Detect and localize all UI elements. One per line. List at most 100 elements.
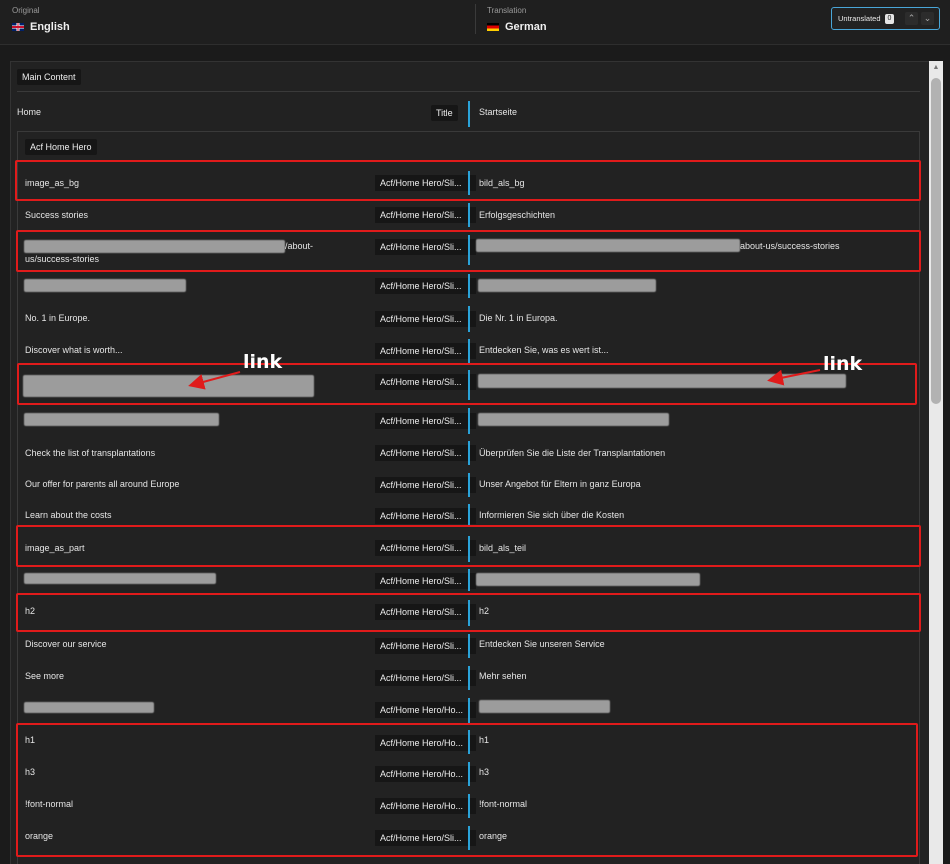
redacted-target[interactable] (476, 573, 700, 586)
row-divider-bar (468, 569, 470, 591)
vertical-scrollbar[interactable]: ▲ (929, 61, 943, 864)
row-divider-bar (468, 504, 470, 526)
untranslated-count-badge: 0 (884, 13, 895, 24)
string-row[interactable]: orange Acf/Home Hero/Sli... orange (17, 823, 920, 855)
untranslated-label: Untranslated (838, 14, 881, 23)
string-row[interactable]: No. 1 in Europe. Acf/Home Hero/Sli... Di… (17, 302, 920, 334)
string-row[interactable]: Success stories Acf/Home Hero/Sli... Erf… (17, 199, 920, 231)
source-text: !font-normal (25, 799, 74, 809)
string-row[interactable]: See more Acf/Home Hero/Sli... Mehr sehen (17, 662, 920, 694)
translation-panel (10, 61, 930, 864)
redacted-target[interactable] (478, 374, 846, 388)
string-row[interactable]: Acf/Home Hero/Sli... (17, 404, 920, 436)
link-annotation-left: link (243, 351, 283, 373)
row-divider-bar (468, 203, 470, 227)
target-text[interactable]: h2 (479, 606, 490, 616)
redacted-source (24, 702, 154, 713)
field-type-badge: Title (431, 105, 458, 121)
target-text[interactable]: Erfolgsgeschichten (479, 210, 556, 220)
row-divider-bar (468, 600, 470, 626)
string-row[interactable]: /about- us/success-stories Acf/Home Hero… (17, 233, 920, 269)
row-divider-bar (468, 826, 470, 850)
source-text: Check the list of transplantations (25, 448, 156, 458)
string-row[interactable]: Discover what is worth... Acf/Home Hero/… (17, 335, 920, 367)
string-row[interactable]: Discover our service Acf/Home Hero/Sli..… (17, 630, 920, 662)
target-text[interactable]: Überprüfen Sie die Liste der Transplanta… (479, 448, 666, 458)
target-text[interactable]: Entdecken Sie unseren Service (479, 639, 605, 649)
string-row[interactable]: h3 Acf/Home Hero/Ho... h3 (17, 759, 920, 791)
row-divider-bar (468, 634, 470, 658)
home-target-text[interactable]: Startseite (479, 107, 518, 117)
string-row[interactable]: Our offer for parents all around Europe … (17, 469, 920, 501)
row-divider-bar (468, 762, 470, 786)
field-key-badge: Acf/Home Hero/Sli... (375, 638, 476, 654)
string-row[interactable]: h1 Acf/Home Hero/Ho... h1 (17, 727, 920, 759)
redacted-target[interactable] (478, 279, 656, 292)
source-text: h2 (25, 606, 36, 616)
row-divider-bar (468, 101, 470, 127)
redacted-source (24, 413, 219, 426)
field-key-badge: Acf/Home Hero/Ho... (375, 798, 476, 814)
section-divider (17, 91, 920, 92)
target-text[interactable]: !font-normal (479, 799, 528, 809)
string-row[interactable]: Acf/Home Hero/Sli... (17, 366, 920, 402)
string-row[interactable]: Acf/Home Hero/Ho... (17, 694, 920, 726)
source-text: h1 (25, 735, 36, 745)
home-title-row[interactable]: Home Title Startseite (17, 100, 920, 127)
redacted-target[interactable] (478, 413, 669, 426)
translation-caption: Translation (487, 6, 527, 15)
field-key-badge: Acf/Home Hero/Ho... (375, 766, 476, 782)
string-row[interactable]: image_as_part Acf/Home Hero/Sli... bild_… (17, 532, 920, 564)
source-text-suffix: /about- (285, 241, 314, 251)
group-label: Acf Home Hero (25, 139, 97, 155)
redacted-source (24, 240, 285, 253)
target-text[interactable]: Die Nr. 1 in Europa. (479, 313, 558, 323)
string-row[interactable]: h2 Acf/Home Hero/Sli... h2 (17, 596, 920, 628)
chevron-up-icon[interactable]: ⌃ (905, 12, 918, 25)
chevron-down-icon[interactable]: ⌄ (921, 12, 934, 25)
field-key-badge: Acf/Home Hero/Sli... (375, 477, 476, 493)
string-row[interactable]: Acf/Home Hero/Sli... (17, 270, 920, 302)
row-divider-bar (468, 698, 470, 724)
target-text[interactable]: Entdecken Sie, was es wert ist... (479, 345, 609, 355)
field-key-badge: Acf/Home Hero/Sli... (375, 670, 476, 686)
target-text[interactable]: Informieren Sie sich über die Kosten (479, 510, 625, 520)
source-text: image_as_part (25, 543, 85, 553)
target-text[interactable]: bild_als_teil (479, 543, 527, 553)
target-text[interactable]: Unser Angebot für Eltern in ganz Europa (479, 479, 641, 489)
field-key-badge: Acf/Home Hero/Sli... (375, 239, 476, 255)
string-row[interactable]: image_as_bg Acf/Home Hero/Sli... bild_al… (17, 167, 920, 199)
target-text[interactable]: h3 (479, 767, 490, 777)
translation-language-name: German (505, 21, 547, 33)
untranslated-filter[interactable]: Untranslated 0 ⌃ ⌄ (831, 7, 940, 30)
field-key-badge: Acf/Home Hero/Sli... (375, 207, 476, 223)
row-divider-bar (468, 536, 470, 562)
target-text[interactable]: orange (479, 831, 508, 841)
source-text: Success stories (25, 210, 89, 220)
original-language-block: Original English (12, 6, 70, 33)
string-row[interactable]: Acf/Home Hero/Sli... (17, 566, 920, 598)
redacted-target[interactable] (479, 700, 610, 713)
string-row[interactable]: Check the list of transplantations Acf/H… (17, 437, 920, 469)
target-text[interactable]: bild_als_bg (479, 178, 525, 188)
source-text: orange (25, 831, 54, 841)
header-divider (475, 4, 476, 34)
redacted-source (24, 573, 216, 584)
row-divider-bar (468, 274, 470, 298)
target-text[interactable]: Mehr sehen (479, 671, 527, 681)
row-divider-bar (468, 666, 470, 690)
source-text: No. 1 in Europe. (25, 313, 91, 323)
target-text-suffix[interactable]: about-us/success-stories (740, 241, 840, 251)
scrollbar-thumb[interactable] (931, 78, 941, 404)
row-divider-bar (468, 171, 470, 195)
redacted-target (476, 239, 740, 252)
field-key-badge: Acf/Home Hero/Sli... (375, 278, 476, 294)
field-key-badge: Acf/Home Hero/Sli... (375, 343, 476, 359)
field-key-badge: Acf/Home Hero/Sli... (375, 311, 476, 327)
link-annotation-right: link (823, 353, 863, 375)
target-text[interactable]: h1 (479, 735, 490, 745)
scroll-up-icon[interactable]: ▲ (932, 64, 940, 71)
string-row[interactable]: !font-normal Acf/Home Hero/Ho... !font-n… (17, 791, 920, 823)
string-row[interactable]: Learn about the costs Acf/Home Hero/Sli.… (17, 500, 920, 532)
row-divider-bar (468, 473, 470, 497)
